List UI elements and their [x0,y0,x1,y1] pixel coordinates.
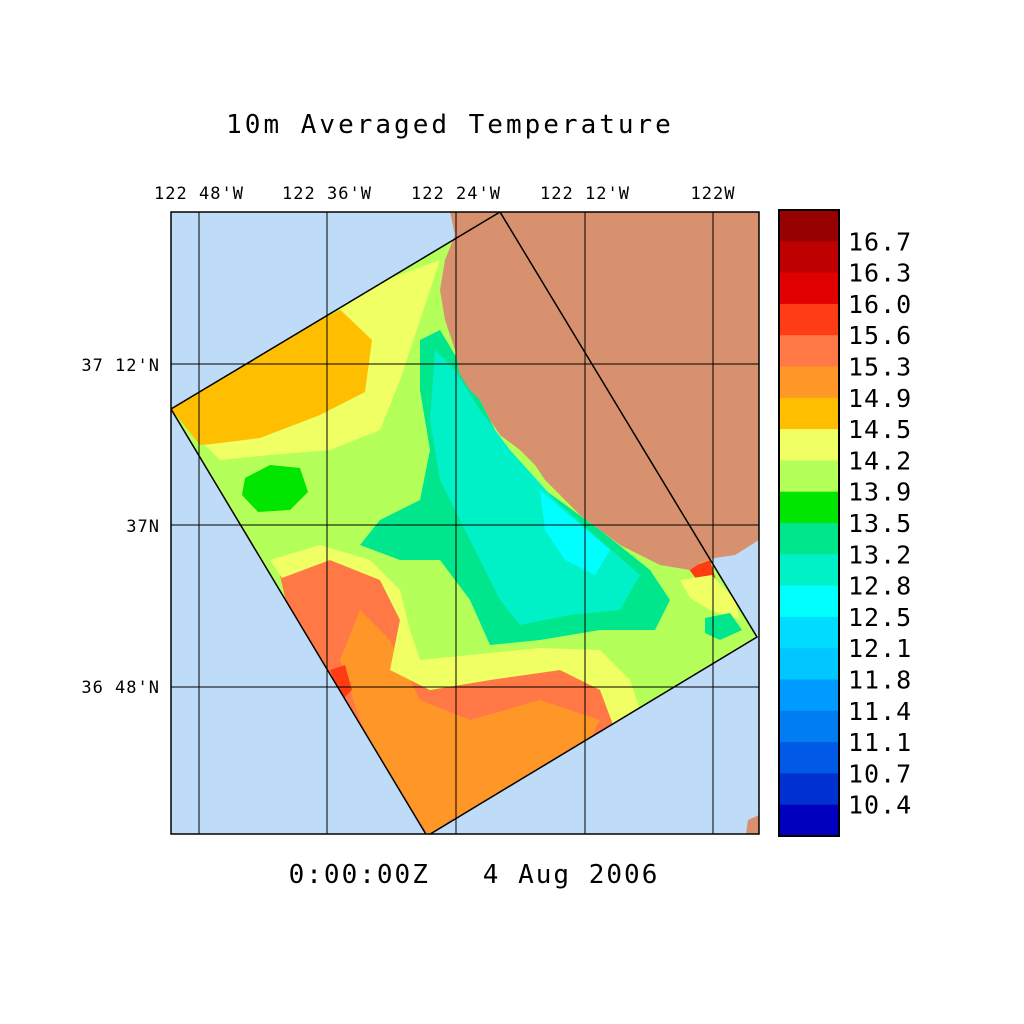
temp-zone-14-5-north [205,260,440,460]
lon-label: 122 12'W [540,184,630,204]
colorbar-label: 11.8 [848,666,912,695]
lat-label: 37 12'N [81,356,160,376]
colorbar-swatch [779,397,839,430]
latitude-labels: 37 12'N 37N 36 48'N [81,356,160,698]
colorbar-label: 15.3 [848,353,912,382]
colorbar-label: 16.3 [848,259,912,288]
colorbar: 16.7 16.316.015.6 15.314.914.514.2 13.913.5… [778,209,912,837]
lon-label: 122 24'W [411,184,501,204]
colorbar-swatch [779,303,839,336]
colorbar-label: 13.9 [848,478,912,507]
colorbar-label: 16.7 [848,227,912,256]
map-title: 10m Averaged Temperature [226,110,674,140]
temp-zone-13-5-patch [242,465,308,512]
temp-zone-13-2-east [705,613,742,640]
colorbar-swatch [779,742,839,774]
colorbar-swatch [779,491,839,524]
colorbar-label: 13.5 [848,509,912,538]
colorbar-label: 11.4 [848,697,912,726]
colorbar-swatch [779,366,839,399]
lon-label: 122W [691,184,736,204]
lat-label: 37N [126,517,160,537]
colorbar-swatch [779,710,839,743]
colorbar-label: 11.1 [848,728,912,757]
colorbar-swatch [779,429,839,461]
temp-zone-16-0-spot [330,665,352,700]
land [440,212,759,570]
colorbar-swatch [779,241,839,274]
lat-label: 36 48'N [81,678,160,698]
colorbar-border [778,209,840,837]
temp-zone-12-5 [540,490,610,575]
colorbar-swatch [779,272,839,305]
colorbar-label: 10.7 [848,759,912,788]
temp-zone-14-9-south [340,610,600,834]
colorbar-label: 13.2 [848,540,912,569]
temp-zone-coastal-145 [680,575,740,620]
colorbar-label: 12.1 [848,634,912,663]
colorbar-swatch [779,804,839,837]
model-domain-outline [171,212,759,834]
colorbar-swatch [779,648,839,680]
colorbar-swatch [779,523,839,555]
colorbar-swatch [779,335,839,367]
colorbar-label: 15.6 [848,321,912,350]
colorbar-label: 14.2 [848,446,912,475]
colorbar-swatch [779,585,839,618]
colorbar-label: 10.4 [848,791,912,820]
colorbar-swatch [779,554,839,587]
colorbar-label: 16.0 [848,290,912,319]
colorbar-label: 12.5 [848,603,912,632]
colorbar-swatch [779,679,839,712]
timestamp: 0:00:00Z 4 Aug 2006 [289,860,660,890]
colorbar-swatch [779,460,839,493]
longitude-labels: 122 48'W 122 36'W 122 24'W 122 12'W 122W [154,184,736,204]
map-area[interactable] [171,212,759,836]
colorbar-swatch [779,773,839,806]
colorbar-label: 14.5 [848,415,912,444]
colorbar-swatch [779,210,839,242]
lon-label: 122 48'W [154,184,244,204]
lon-label: 122 36'W [282,184,372,204]
map-border [170,211,760,835]
temp-zone-14-5-south [270,545,640,730]
land-island-southeast [746,815,759,834]
colorbar-label: 12.8 [848,572,912,601]
colorbar-swatch [779,616,839,649]
temp-zone-14-9-north [171,300,380,445]
colorbar-label: 14.9 [848,384,912,413]
